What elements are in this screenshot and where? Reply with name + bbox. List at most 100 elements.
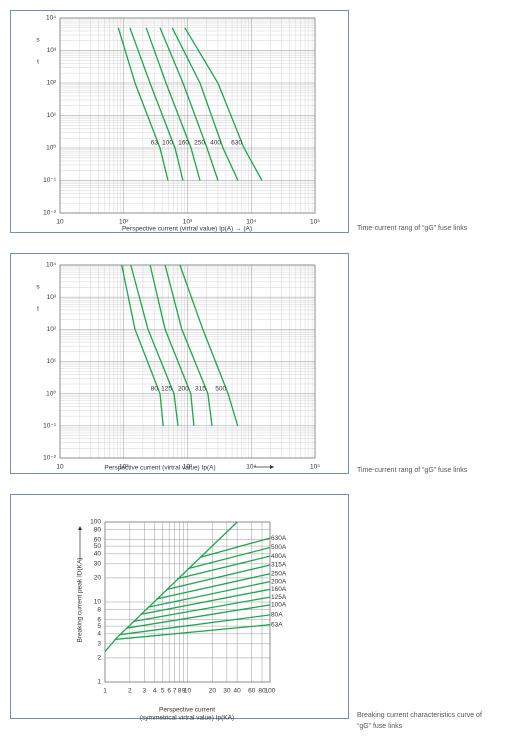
curve <box>199 537 271 559</box>
y-tick-label: 10⁴ <box>46 262 56 269</box>
curve <box>114 624 271 641</box>
curve-label: 500 <box>215 385 226 392</box>
y-tick-label: 4 <box>97 631 101 638</box>
plot-area <box>59 17 316 214</box>
curve <box>187 546 271 570</box>
x-tick-label: 5 <box>161 688 165 695</box>
caption: Time-current rang of “gG” fuse links <box>357 225 468 232</box>
y-tick-label: 10⁻¹ <box>43 177 57 184</box>
curve <box>117 27 169 181</box>
x-tick-label: 10 <box>56 219 64 226</box>
curve-label: 630 <box>231 140 242 147</box>
y-tick-label: 3 <box>97 641 101 648</box>
curve <box>119 614 271 636</box>
x-tick-label: 80 <box>258 688 266 695</box>
x-tick-label: 40 <box>234 688 242 695</box>
curve-label: 125 <box>161 385 172 392</box>
axis-arrow-head <box>270 465 274 469</box>
x-tick-label: 20 <box>209 688 217 695</box>
curve <box>147 580 271 608</box>
y-tick-label: 10⁻² <box>43 210 57 217</box>
curve <box>130 264 179 426</box>
x-axis-label: Perspective current (virtral value) Ip(A… <box>104 465 215 472</box>
x-tick-label: 10³ <box>183 219 193 226</box>
curve <box>164 264 213 426</box>
curve-label: 400 <box>210 140 221 147</box>
y-tick-label: 100 <box>90 519 101 526</box>
curve-label: 250A <box>271 570 287 577</box>
x-tick-label: 10 <box>184 688 192 695</box>
plot-area <box>104 521 271 683</box>
y-axis-label: t <box>37 59 39 66</box>
curve-label: 63A <box>271 621 283 628</box>
y-tick-label: 10⁻² <box>43 455 57 462</box>
curve-label: 160 <box>178 140 189 147</box>
curve-label: 80 <box>151 385 159 392</box>
curve <box>171 27 239 181</box>
curve <box>125 604 271 629</box>
y-tick-label: 10³ <box>47 294 57 301</box>
y-tick-label: 2 <box>97 655 101 662</box>
curve <box>165 564 271 591</box>
curve-label: 100 <box>162 140 173 147</box>
y-tick-label: 20 <box>94 575 102 582</box>
x-tick-label: 3 <box>143 688 147 695</box>
x-tick-label: 10² <box>119 219 129 226</box>
curve-label: 630A <box>271 535 287 542</box>
curve <box>159 27 219 181</box>
curve-label: 125A <box>271 594 287 601</box>
curve-label: 160A <box>271 586 287 593</box>
x-tick-label: 7 <box>173 688 177 695</box>
y-axis-label: t <box>37 306 39 313</box>
x-tick-label: 2 <box>128 688 132 695</box>
y-tick-label: 10³ <box>47 47 57 54</box>
y-tick-label: 30 <box>94 561 102 568</box>
curve-label: 315A <box>271 562 287 569</box>
caption: Breaking current characteristics curve o… <box>357 712 482 719</box>
y-tick-label: 10² <box>47 326 57 333</box>
curve-label: 400A <box>271 553 287 560</box>
curve <box>121 264 164 426</box>
curve <box>177 555 271 580</box>
x-tick-label: 10⁵ <box>310 219 320 226</box>
y-tick-label: 10 <box>94 599 102 606</box>
y-tick-label: 80 <box>94 526 102 533</box>
curve <box>140 588 271 616</box>
curve-label: 200 <box>178 385 189 392</box>
curve-label: 80A <box>271 612 283 619</box>
curve-label: 315 <box>195 385 206 392</box>
x-tick-label: 10³ <box>183 464 193 471</box>
curve <box>156 573 271 600</box>
curve-label: 250 <box>194 140 205 147</box>
x-tick-label: 1 <box>103 688 107 695</box>
curve <box>133 596 271 623</box>
y-tick-label: 10² <box>47 80 57 87</box>
y-tick-label: 6 <box>97 616 101 623</box>
y-tick-label: 10⁴ <box>46 15 56 22</box>
x-tick-label: 100 <box>265 688 276 695</box>
x-tick-label: 8 <box>178 688 182 695</box>
y-tick-label: 5 <box>97 623 101 630</box>
x-tick-label: 6 <box>167 688 171 695</box>
y-tick-label: 60 <box>94 536 102 543</box>
y-tick-label: 8 <box>97 606 101 613</box>
curve <box>104 521 238 653</box>
x-tick-label: 10 <box>56 464 64 471</box>
chart-frame <box>10 253 349 474</box>
x-tick-label: 9 <box>182 688 186 695</box>
x-tick-label: 30 <box>223 688 231 695</box>
curve <box>179 264 239 426</box>
curve-label: 100A <box>271 602 287 609</box>
curve <box>149 264 195 426</box>
chart-frame <box>10 10 349 233</box>
x-tick-label: 10² <box>119 464 129 471</box>
x-axis-label: Perspective current <box>159 707 215 714</box>
x-tick-label: 10⁴ <box>246 219 256 226</box>
curve-label: 200A <box>271 578 287 585</box>
plot-area <box>59 264 316 459</box>
axis-arrow-head <box>78 526 82 530</box>
caption: Time-current rang of “gG” fuse links <box>357 467 468 474</box>
x-axis-label: Perspective current (virtral value) Ip(A… <box>122 226 252 233</box>
y-unit: s <box>36 284 40 291</box>
